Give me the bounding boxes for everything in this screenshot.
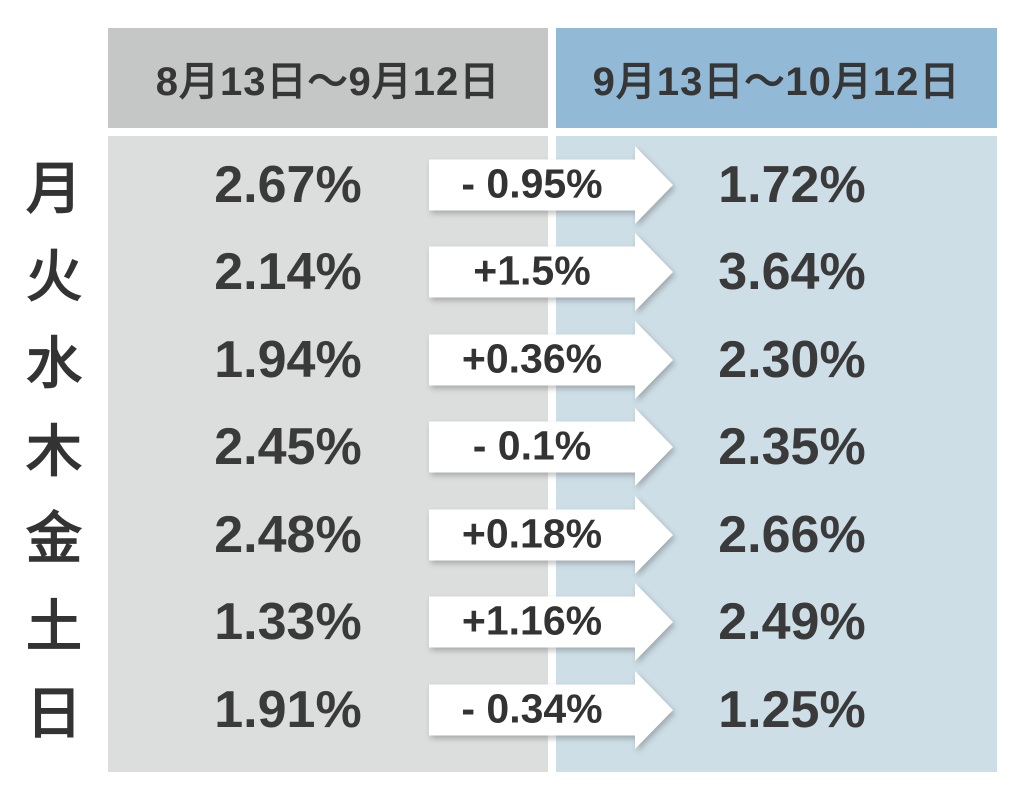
period1-value: 1.94% [214, 330, 362, 389]
change-value: +0.18% [461, 510, 603, 557]
right-arrow-icon [429, 408, 673, 487]
table-rows: 月 2.67% - 0.95% 1.72% 火 2.14% +1.5% 3.64… [0, 141, 1024, 754]
period2-value: 1.25% [718, 680, 866, 739]
change-value: +1.16% [461, 597, 603, 644]
table-row: 月 2.67% - 0.95% 1.72% [0, 141, 1024, 229]
period2-value: 2.66% [718, 505, 866, 564]
change-value: - 0.95% [461, 160, 603, 207]
day-label: 金 [26, 507, 82, 571]
day-label: 木 [26, 419, 82, 483]
day-label: 土 [26, 594, 82, 658]
change-value: - 0.1% [472, 422, 592, 469]
period2-value: 2.49% [718, 593, 866, 652]
period1-header-label: 8月13日〜9月12日 [155, 60, 501, 104]
table-row: 水 1.94% +0.36% 2.30% [0, 316, 1024, 404]
change-value: +0.36% [461, 335, 603, 382]
day-label: 水 [26, 332, 82, 396]
table-row: 木 2.45% - 0.1% 2.35% [0, 404, 1024, 492]
table-row: 火 2.14% +1.5% 3.64% [0, 229, 1024, 317]
period2-value: 2.35% [718, 418, 866, 477]
period1-value: 2.14% [214, 243, 362, 302]
period1-value: 2.45% [214, 418, 362, 477]
period2-header-label: 9月13日〜10月12日 [592, 60, 961, 104]
right-arrow-icon [429, 145, 673, 224]
change-arrow: - 0.1% [429, 406, 681, 488]
change-value: +1.5% [473, 247, 591, 294]
period2-header: 9月13日〜10月12日 [556, 28, 997, 128]
period1-header: 8月13日〜9月12日 [108, 28, 548, 128]
right-arrow-icon [429, 670, 673, 749]
day-label: 火 [26, 244, 82, 308]
period2-value: 3.64% [718, 243, 866, 302]
change-arrow: - 0.95% [429, 144, 681, 226]
table-row: 日 1.91% - 0.34% 1.25% [0, 666, 1024, 754]
right-arrow-icon [429, 583, 673, 662]
day-label: 日 [26, 682, 82, 746]
change-arrow: +1.16% [429, 581, 681, 663]
change-arrow: +0.18% [429, 494, 681, 576]
right-arrow-icon [429, 233, 673, 312]
period1-value: 1.91% [214, 680, 362, 739]
change-arrow: +0.36% [429, 319, 681, 401]
change-arrow: +1.5% [429, 231, 681, 313]
period1-value: 2.48% [214, 505, 362, 564]
day-label: 月 [26, 157, 82, 221]
period1-value: 1.33% [214, 593, 362, 652]
right-arrow-icon [429, 320, 673, 399]
period2-value: 1.72% [718, 155, 866, 214]
right-arrow-icon [429, 495, 673, 574]
change-arrow: - 0.34% [429, 669, 681, 751]
period1-value: 2.67% [214, 155, 362, 214]
change-value: - 0.34% [461, 685, 603, 732]
table-row: 土 1.33% +1.16% 2.49% [0, 579, 1024, 667]
table-row: 金 2.48% +0.18% 2.66% [0, 491, 1024, 579]
period2-value: 2.30% [718, 330, 866, 389]
